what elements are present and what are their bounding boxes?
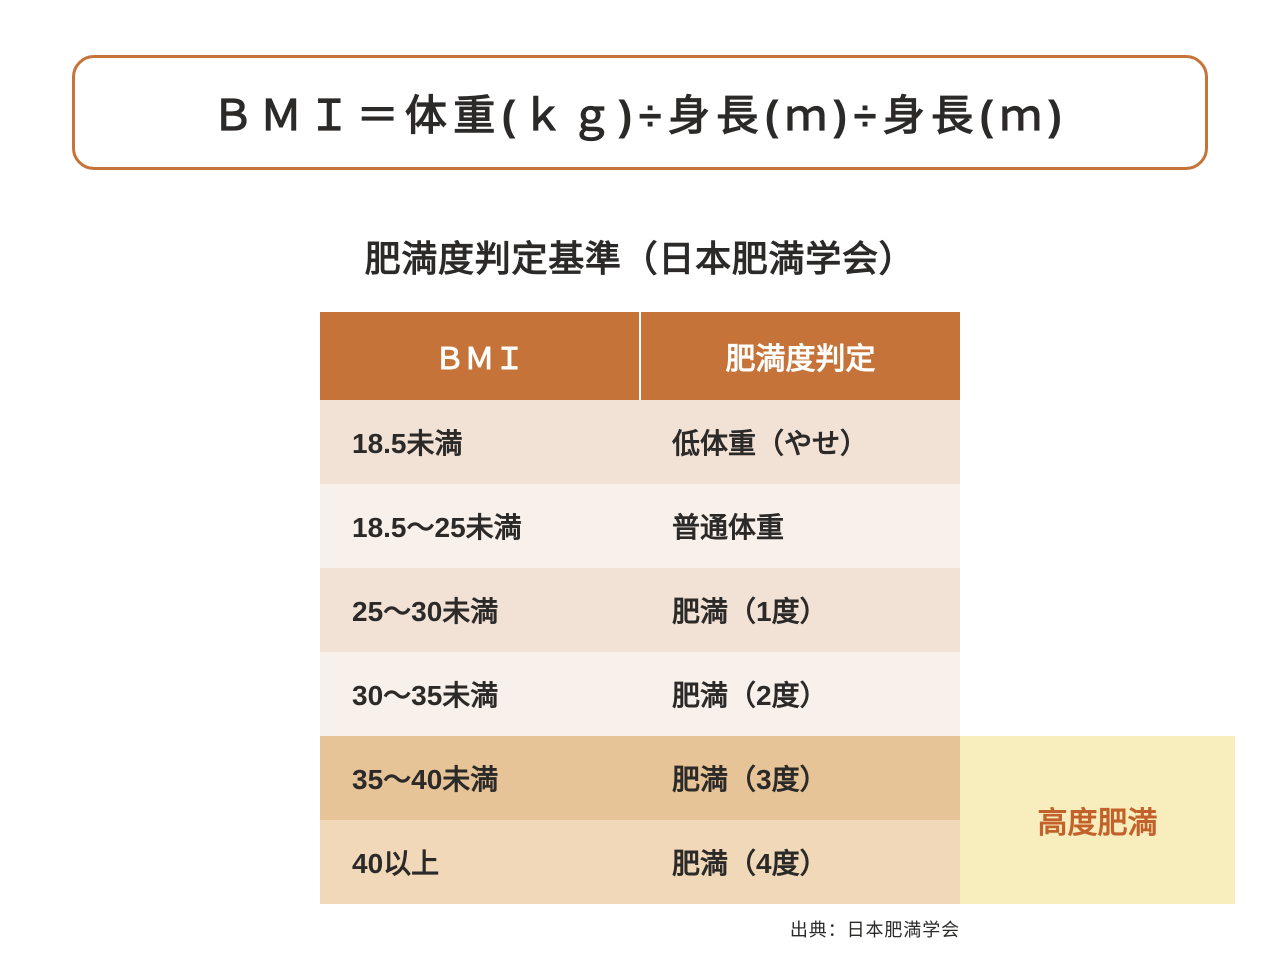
formula-box: ＢＭＩ＝体重(ｋｇ)÷身長(ｍ)÷身長(ｍ): [72, 55, 1208, 170]
cell-judgement: 低体重（やせ）: [640, 400, 960, 484]
cell-bmi: 30～35未満: [320, 652, 640, 736]
table-row: 18.5未満低体重（やせ）: [320, 400, 960, 484]
col-header-judgement: 肥満度判定: [640, 312, 960, 400]
cell-judgement: 普通体重: [640, 484, 960, 568]
cell-bmi: 25～30未満: [320, 568, 640, 652]
table-row: 30～35未満肥満（2度）: [320, 652, 960, 736]
cell-judgement: 肥満（4度）: [640, 820, 960, 904]
cell-judgement: 肥満（1度）: [640, 568, 960, 652]
subtitle: 肥満度判定基準（日本肥満学会）: [72, 230, 1208, 282]
annotation-text: 高度肥満: [1038, 798, 1158, 842]
table-row: 35～40未満肥満（3度）: [320, 736, 960, 820]
table-row: 18.5～25未満普通体重: [320, 484, 960, 568]
source-citation: 出典：日本肥満学会: [320, 916, 960, 942]
cell-bmi: 18.5未満: [320, 400, 640, 484]
formula-text: ＢＭＩ＝体重(ｋｇ)÷身長(ｍ)÷身長(ｍ): [212, 92, 1069, 139]
bmi-table-wrap: ＢＭＩ 肥満度判定 18.5未満低体重（やせ）18.5～25未満普通体重25～3…: [320, 312, 960, 904]
table-row: 40以上肥満（4度）: [320, 820, 960, 904]
cell-bmi: 35～40未満: [320, 736, 640, 820]
table-header-row: ＢＭＩ 肥満度判定: [320, 312, 960, 400]
cell-judgement: 肥満（2度）: [640, 652, 960, 736]
cell-bmi: 18.5～25未満: [320, 484, 640, 568]
cell-bmi: 40以上: [320, 820, 640, 904]
annotation-severe-obesity: 高度肥満: [960, 736, 1235, 904]
col-header-bmi: ＢＭＩ: [320, 312, 640, 400]
bmi-table: ＢＭＩ 肥満度判定 18.5未満低体重（やせ）18.5～25未満普通体重25～3…: [320, 312, 960, 904]
cell-judgement: 肥満（3度）: [640, 736, 960, 820]
table-row: 25～30未満肥満（1度）: [320, 568, 960, 652]
